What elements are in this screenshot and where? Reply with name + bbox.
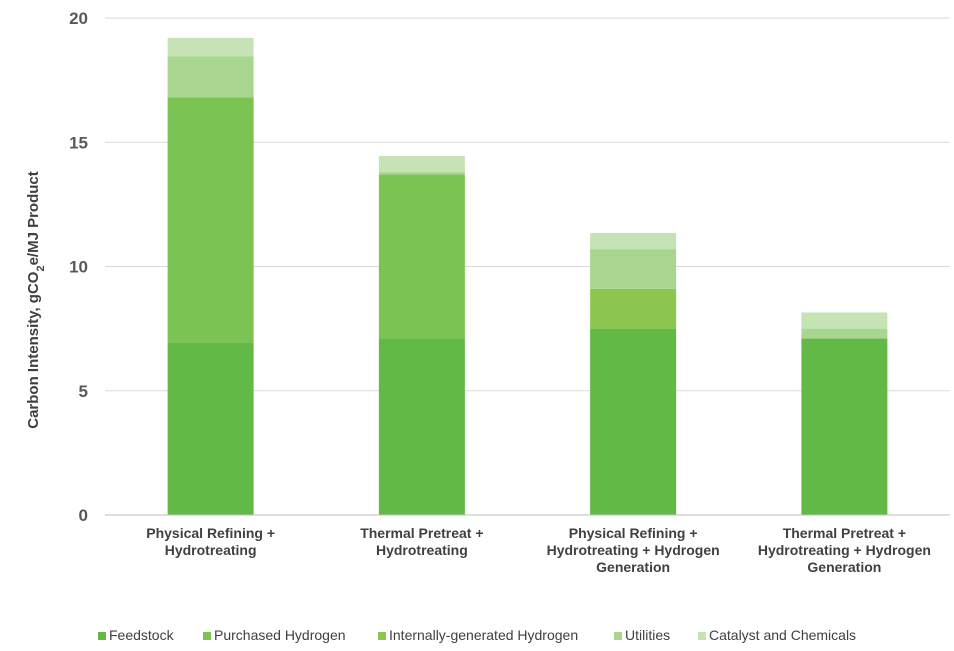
bar-segment-utilities (167, 56, 254, 98)
legend-item: Feedstock (98, 627, 175, 643)
legend-item: Internally-generated Hydrogen (378, 627, 578, 643)
y-tick-label: 15 (69, 133, 88, 152)
bar-segment-catalyst-and-chemicals (801, 312, 888, 329)
legend-swatch (698, 632, 706, 640)
legend: Feedstock Purchased Hydrogen Internally-ge… (98, 627, 856, 643)
x-tick-label: Physical Refining + (569, 525, 698, 541)
legend-item: Utilities (614, 627, 670, 643)
y-tick-label: 0 (79, 506, 88, 525)
y-tick-label: 10 (69, 258, 88, 277)
bar-segment-catalyst-and-chemicals (167, 37, 254, 57)
y-tick-label: 20 (69, 9, 88, 28)
y-axis-title: Carbon Intensity, gCO2e/MJ Product (25, 171, 47, 429)
bars (167, 37, 888, 515)
legend-item: Catalyst and Chemicals (698, 627, 856, 643)
bar-segment-feedstock (167, 342, 254, 515)
legend-label: Catalyst and Chemicals (709, 627, 856, 643)
legend-swatch (614, 632, 622, 640)
legend-label: Purchased Hydrogen (214, 627, 346, 643)
x-tick-label: Generation (807, 559, 881, 575)
bar-segment-purchased-hydrogen (167, 97, 254, 343)
legend-label: Feedstock (109, 627, 175, 643)
bar-segment-purchased-hydrogen (378, 174, 465, 339)
bar-segment-feedstock (801, 338, 888, 515)
legend-item: Purchased Hydrogen (203, 627, 346, 643)
legend-label: Utilities (625, 627, 670, 643)
x-tick-label: Hydrotreating (165, 542, 257, 558)
legend-swatch (378, 632, 386, 640)
bar-segment-feedstock (590, 328, 677, 515)
y-tick-label: 5 (79, 382, 88, 401)
legend-label: Internally-generated Hydrogen (389, 627, 578, 643)
x-tick-label: Generation (596, 559, 670, 575)
legend-swatch (203, 632, 211, 640)
x-tick-label: Hydrotreating + Hydrogen (547, 542, 720, 558)
x-tick-label: Hydrotreating + Hydrogen (758, 542, 931, 558)
legend-swatch (98, 632, 106, 640)
bar-segment-catalyst-and-chemicals (590, 232, 677, 250)
x-tick-label: Physical Refining + (146, 525, 275, 541)
x-tick-label: Thermal Pretreat + (360, 525, 483, 541)
bar-segment-internally-generated-hydrogen (590, 288, 677, 329)
x-tick-label: Hydrotreating (376, 542, 468, 558)
bar-segment-feedstock (378, 338, 465, 515)
bar-segment-utilities (378, 172, 465, 175)
bar-segment-utilities (801, 328, 888, 339)
bar-segment-utilities (590, 249, 677, 289)
bar-segment-catalyst-and-chemicals (378, 155, 465, 173)
x-tick-label: Thermal Pretreat + (783, 525, 906, 541)
